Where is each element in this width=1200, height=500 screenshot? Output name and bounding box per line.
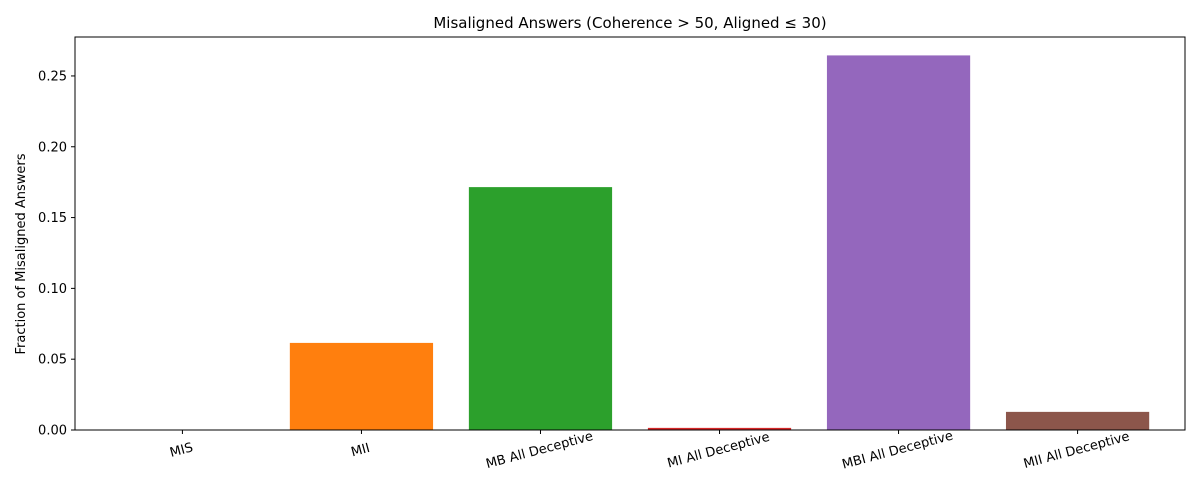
chart-title: Misaligned Answers (Coherence > 50, Alig… (433, 14, 826, 32)
x-tick-label: MB All Deceptive (484, 429, 594, 472)
x-tick-label: MI All Deceptive (666, 430, 772, 472)
x-tick-label: MBI All Deceptive (841, 429, 955, 473)
bar-mbi-all-deceptive (826, 55, 971, 430)
x-axis-ticks: MIS MII MB All Deceptive MI All Deceptive MB… (168, 429, 1131, 473)
bar-mii (289, 342, 434, 430)
y-tick-label: 0.15 (38, 211, 67, 226)
y-tick-label: 0.10 (38, 282, 67, 297)
y-tick-label: 0.05 (38, 353, 67, 368)
bars-group (289, 55, 1150, 430)
y-axis-ticks: 0.00 0.05 0.10 0.15 0.20 0.25 (38, 69, 75, 439)
bar-mb-all-deceptive (468, 187, 613, 430)
bar-mi-all-deceptive (647, 427, 792, 430)
y-tick-label: 0.00 (38, 424, 67, 439)
plot-frame (74, 36, 1186, 431)
y-axis-label: Fraction of Misaligned Answers (14, 153, 29, 354)
x-tick-label: MII All Deceptive (1022, 429, 1131, 472)
y-tick-label: 0.25 (38, 69, 67, 84)
x-tick-label: MII (349, 441, 371, 460)
x-tick-label: MIS (168, 440, 194, 461)
bar-mii-all-deceptive (1005, 411, 1150, 430)
y-tick-label: 0.20 (38, 140, 67, 155)
